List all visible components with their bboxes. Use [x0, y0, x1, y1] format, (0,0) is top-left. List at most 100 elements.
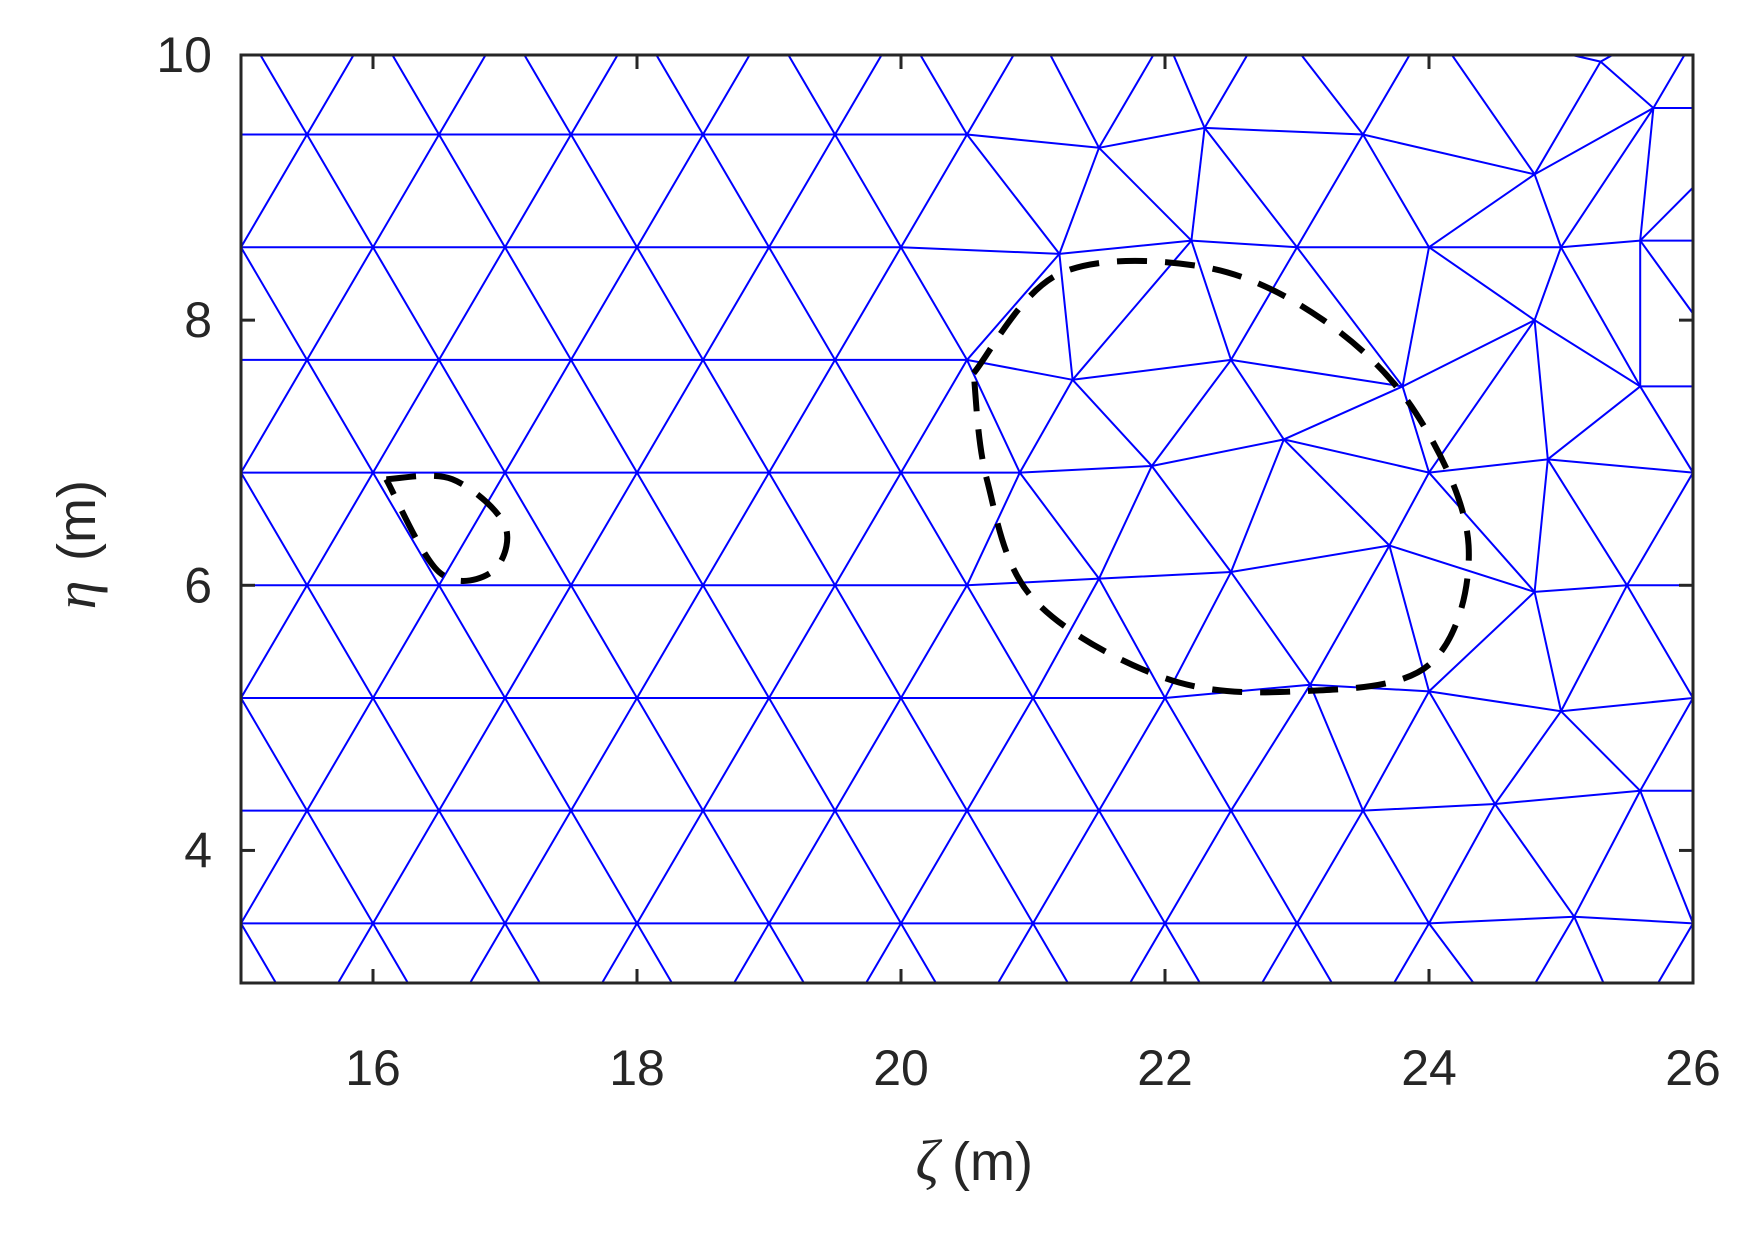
mesh-diagonal-edge: [570, 697, 638, 812]
y-tick-label: 4: [184, 822, 212, 878]
mesh-diagonal-edge: [1392, 922, 1430, 983]
mesh-diagonal-edge: [306, 697, 374, 812]
mesh-diagonal-edge: [1098, 578, 1166, 699]
mesh-diagonal-edge: [372, 697, 440, 812]
mesh-diagonal-edge: [570, 246, 638, 361]
mesh-diagonal-edge: [1692, 693, 1693, 698]
mesh-diagonal-edge: [1150, 465, 1232, 573]
mesh-diagonal-edge: [241, 470, 242, 473]
mesh-diagonal-edge: [306, 134, 374, 248]
mesh-diagonal-edge: [1230, 439, 1285, 573]
mesh-diagonal-edge: [570, 472, 638, 586]
mesh-diagonal-edge: [1428, 803, 1496, 924]
mesh-diagonal-edge: [1032, 922, 1070, 983]
mesh-diagonal-edge: [966, 472, 1021, 586]
mesh-diagonal-edge: [1203, 55, 1249, 129]
mesh-diagonal-edge: [768, 810, 836, 924]
mesh-diagonal-edge: [1388, 472, 1430, 546]
mesh-diagonal-edge: [504, 134, 572, 248]
mesh-diagonal-edge: [1546, 458, 1628, 586]
mesh-diagonal-edge: [468, 922, 506, 983]
mesh-diagonal-edge: [1230, 359, 1285, 441]
mesh-diagonal-edge: [1534, 916, 1576, 983]
mesh-diagonal-edge: [438, 697, 506, 812]
mesh-diagonal-edge: [1573, 916, 1605, 983]
mesh-diagonal-edge: [1560, 710, 1641, 792]
mesh-diagonal-edge: [966, 133, 1061, 255]
mesh-diagonal-edge: [636, 697, 704, 812]
mesh-diagonal-edge: [1533, 459, 1549, 593]
x-tick-label: 24: [1401, 1040, 1457, 1096]
mesh-diagonal-edge: [702, 584, 770, 699]
mesh-diagonal-edge: [1071, 379, 1153, 467]
mesh-diagonal-edge: [438, 584, 506, 699]
mesh-diagonal-edge: [306, 359, 374, 474]
mesh-diagonal-edge: [372, 584, 440, 699]
mesh-diagonal-edge: [900, 922, 938, 983]
mesh-diagonal-edge: [1190, 127, 1206, 241]
mesh-diagonal-edge: [1639, 107, 1655, 241]
mesh-diagonal-edge: [1362, 55, 1411, 136]
mesh-diagonal-edge: [1098, 147, 1193, 242]
mesh-diagonal-edge: [768, 134, 836, 248]
mesh-diagonal-edge: [372, 246, 440, 361]
x-tick-label: 26: [1665, 1040, 1721, 1096]
mesh-diagonal-edge: [1560, 107, 1655, 248]
mesh-diagonal-edge: [1639, 697, 1693, 792]
mesh-diagonal-edge: [1018, 379, 1074, 474]
mesh-diagonal-edge: [372, 359, 440, 474]
mesh-diagonal-edge: [1018, 472, 1100, 580]
mesh-diagonal-edge: [570, 134, 638, 248]
mesh-diagonal-edge: [1190, 240, 1232, 361]
mesh-diagonal-edge: [1049, 55, 1100, 149]
mesh-diagonal-edge: [504, 810, 572, 924]
mesh-diagonal-edge: [1719, 473, 1758, 586]
mesh-diagonal-edge: [900, 472, 968, 586]
mesh-diagonal-edge: [1098, 55, 1155, 149]
mesh-diagonal-edge: [570, 55, 619, 136]
mesh-diagonal-edge: [570, 584, 638, 699]
mesh-diagonal-edge: [768, 697, 836, 812]
mesh-diagonal-edge: [1547, 385, 1641, 461]
mesh-diagonal-edge: [1692, 923, 1693, 926]
mesh-diagonal-edge: [900, 134, 968, 248]
mesh-diagonal-edge: [1098, 697, 1166, 812]
mesh-diagonal-edge: [1203, 127, 1298, 248]
x-tick-label: 20: [873, 1040, 929, 1096]
mesh-diagonal-edge: [438, 134, 506, 248]
mesh-diagonal-edge: [702, 55, 751, 136]
mesh-diagonal-edge: [1362, 690, 1430, 812]
mesh-diagonal-edge: [1639, 186, 1693, 242]
mesh-diagonal-edge: [966, 697, 1034, 812]
mesh-diagonal-edge: [1639, 385, 1693, 474]
mesh-diagonal-edge: [241, 697, 242, 700]
mesh-diagonal-edge: [241, 359, 308, 474]
mesh-diagonal-edge: [1230, 571, 1312, 686]
mesh-diagonal-edge: [241, 697, 308, 812]
mesh-diagonal-edge: [1639, 240, 1693, 316]
x-tick-label: 18: [609, 1040, 665, 1096]
mesh-diagonal-edge: [1719, 108, 1758, 241]
mesh-diagonal-edge: [1719, 585, 1758, 698]
mesh-diagonal-edge: [1032, 810, 1100, 924]
y-axis-symbol: η: [43, 581, 108, 610]
mesh-diagonal-edge: [504, 922, 542, 983]
mesh-diagonal-edge: [1058, 147, 1100, 255]
mesh-diagonal-edge: [570, 359, 638, 474]
mesh-diagonal-edge: [241, 584, 308, 699]
mesh-diagonal-edge: [1692, 472, 1693, 477]
mesh-diagonal-edge: [241, 922, 278, 983]
mesh-diagonal-edge: [600, 922, 638, 983]
mesh-diagonal-edge: [1573, 790, 1642, 918]
boundary-layer: [383, 257, 1472, 696]
mesh-diagonal-edge: [1533, 246, 1562, 321]
mesh-diagonal-edge: [655, 55, 704, 136]
mesh-diagonal-edge: [1296, 922, 1334, 983]
mesh-diagonal-edge: [306, 584, 374, 699]
mesh-diagonal-edge: [834, 246, 902, 361]
x-axis-label: ζ (m): [916, 1128, 1033, 1193]
mesh-diagonal-edge: [1164, 697, 1232, 812]
mesh-diagonal-edge: [834, 472, 902, 586]
mesh-diagonal-edge: [1164, 922, 1202, 983]
mesh-diagonal-edge: [1656, 922, 1693, 983]
